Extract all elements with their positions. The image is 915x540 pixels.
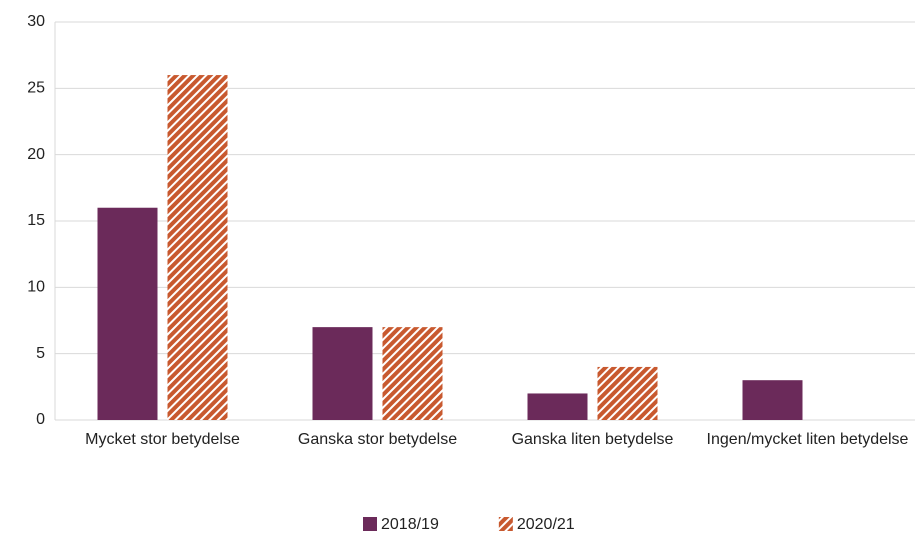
bar <box>167 75 228 421</box>
x-tick-label: Mycket stor betydelse <box>85 431 240 448</box>
x-tick-label: Ganska liten betydelse <box>511 431 674 448</box>
x-tick-label: Ganska stor betydelse <box>297 431 458 448</box>
y-tick-label: 30 <box>27 13 45 30</box>
bar <box>312 327 373 420</box>
bar <box>597 366 658 420</box>
bar <box>97 207 158 420</box>
y-tick-label: 25 <box>27 80 45 97</box>
y-tick-label: 20 <box>27 146 45 163</box>
y-tick-label: 5 <box>36 345 45 362</box>
bar <box>742 380 803 420</box>
y-tick-label: 15 <box>27 212 45 229</box>
legend-swatch <box>363 517 377 531</box>
x-tick-label: Ingen/mycket liten betydelse <box>706 431 909 448</box>
bar <box>382 327 443 420</box>
legend-swatch <box>498 517 513 531</box>
legend-label: 2018/19 <box>381 516 439 533</box>
legend-label: 2020/21 <box>517 516 575 533</box>
y-tick-label: 0 <box>36 411 45 428</box>
bar <box>527 393 588 420</box>
y-tick-label: 10 <box>27 279 45 296</box>
